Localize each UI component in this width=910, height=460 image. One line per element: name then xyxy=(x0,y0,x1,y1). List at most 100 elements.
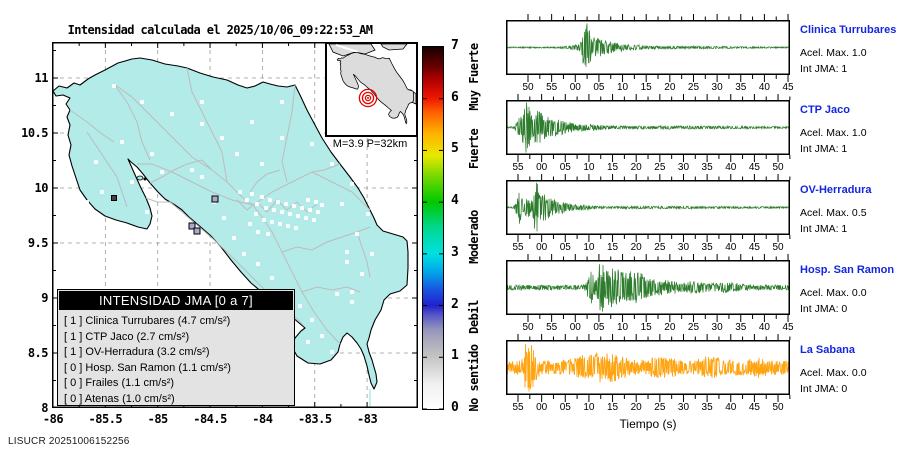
seismogram-time-tick: 20 xyxy=(630,162,642,173)
colorbar-ticks xyxy=(423,46,443,410)
seismogram-time-tick: 10 xyxy=(616,322,629,333)
gulf-island-dot xyxy=(143,177,147,181)
inset-nicaragua-east xyxy=(380,43,408,51)
seismogram-time-tick: 30 xyxy=(677,242,690,253)
seismogram-time-tick: 45 xyxy=(748,242,760,253)
seismogram-time-tick: 35 xyxy=(701,402,713,413)
seismogram-time-tick: 20 xyxy=(630,242,642,253)
seismogram-time-tick: 50 xyxy=(522,322,534,333)
seismogram-time-tick: 35 xyxy=(701,242,713,253)
seismogram-time-tick: 25 xyxy=(687,322,700,333)
map-x-tick-label: -83 xyxy=(357,412,378,426)
station-int-jma: Int JMA: 1 xyxy=(800,143,848,155)
seismogram-time-tick: 30 xyxy=(711,322,723,333)
map-y-tick-label: 11 xyxy=(34,71,49,85)
watermark: LISUCR 20251006152256 xyxy=(8,436,130,447)
station-name: La Sabana xyxy=(800,344,856,356)
seismogram-time-tick: 00 xyxy=(536,162,548,173)
inset-costa-rica xyxy=(336,52,414,125)
seismogram-time-tick: 55 xyxy=(512,402,524,413)
colorbar-number: 2 xyxy=(451,296,459,312)
road-network xyxy=(69,67,371,345)
station-acel-max: Acel. Max. 0.0 xyxy=(800,287,867,299)
map-x-tick-label: -84 xyxy=(252,412,273,426)
legend-item: [ 0 ] Atenas (1.0 cm/s²) xyxy=(64,392,175,405)
seismogram-time-tick: 50 xyxy=(522,82,534,93)
map-y-tick-label: 9.5 xyxy=(27,236,49,250)
station-int-jma: Int JMA: 0 xyxy=(800,383,848,395)
colorbar-class-label: Moderado xyxy=(467,210,481,265)
seismogram-time-tick: 50 xyxy=(772,402,784,413)
map-y-tick-label: 10 xyxy=(34,181,49,195)
seismogram-time-tick: 00 xyxy=(569,82,581,93)
seismogram-time-tick: 05 xyxy=(593,322,605,333)
seismogram-time-tick: 50 xyxy=(772,162,784,173)
intensity1-station-markers xyxy=(111,195,219,235)
legend-item: [ 1 ] CTP Jaco (2.7 cm/s²) xyxy=(64,330,190,343)
legend-item: [ 0 ] Frailes (1.1 cm/s²) xyxy=(64,377,175,389)
seismogram-time-tick: 40 xyxy=(758,82,770,93)
seismogram-time-tick: 15 xyxy=(606,162,619,173)
legend-item: [ 1 ] OV-Herradura (3.2 cm/s²) xyxy=(64,346,210,358)
time-axis-label: Tiempo (s) xyxy=(619,417,677,431)
colorbar-number: 4 xyxy=(451,193,459,209)
map-x-tick-label: -86 xyxy=(42,412,64,426)
colorbar-number: 7 xyxy=(451,38,459,53)
station-name: Clinica Turrubares xyxy=(800,24,897,36)
seismogram-time-tick: 45 xyxy=(748,402,760,413)
seismogram-time-tick: 45 xyxy=(782,322,794,333)
colorbar-class-label: Fuerte xyxy=(467,129,481,170)
page-title: Intensidad calculada el 2025/10/06_09:22… xyxy=(67,23,373,37)
seismogram-time-tick: 25 xyxy=(654,402,666,413)
colorbar-class-label: Debil xyxy=(467,300,481,334)
map-y-tick-label: 8 xyxy=(41,401,48,415)
seismogram-time-tick: 25 xyxy=(654,242,666,253)
colorbar-number: 5 xyxy=(451,141,459,157)
seismogram-time-tick: 40 xyxy=(758,322,770,333)
gulf-island xyxy=(136,175,144,181)
seismogram-time-tick: 40 xyxy=(725,162,737,173)
magnitude-depth-caption: M=3.9 P=32km xyxy=(332,138,408,150)
seismogram-time-tick: 35 xyxy=(735,82,747,93)
seismogram-plot xyxy=(506,14,790,82)
seismogram-time-tick: 00 xyxy=(536,402,548,413)
seismogram-time-tick: 20 xyxy=(664,322,676,333)
seismogram-time-tick: 15 xyxy=(606,242,619,253)
seismogram-time-tick: 55 xyxy=(546,322,558,333)
seismogram-time-tick: 30 xyxy=(711,82,723,93)
station-acel-max: Acel. Max. 1.0 xyxy=(800,47,867,59)
seismogram-time-tick: 40 xyxy=(725,402,737,413)
map-y-tick-label: 9 xyxy=(41,291,48,305)
station-acel-max: Acel. Max. 0.5 xyxy=(800,207,867,219)
map-y-tick-label: 8.5 xyxy=(27,346,49,360)
lake-nicaragua-gap xyxy=(335,43,359,54)
colorbar-number: 3 xyxy=(451,244,459,260)
map-x-tick-label: -84.5 xyxy=(193,412,227,426)
station-acel-max: Acel. Max. 0.0 xyxy=(800,367,867,379)
seismogram-time-tick: 25 xyxy=(687,82,700,93)
colorbar-number: 0 xyxy=(451,400,459,415)
seismogram-time-tick: 15 xyxy=(640,322,652,333)
legend-item: [ 1 ] Clinica Turrubares (4.7 cm/s²) xyxy=(64,315,231,327)
seismogram-time-tick: 15 xyxy=(640,82,652,93)
station-int-jma: Int JMA: 1 xyxy=(800,63,848,75)
station-markers xyxy=(85,84,374,354)
station-name: CTP Jaco xyxy=(800,104,850,116)
seismogram-time-tick: 00 xyxy=(536,242,548,253)
seismogram-plot xyxy=(506,334,791,402)
station-name: Hosp. San Ramon xyxy=(800,264,895,276)
seismogram-time-tick: 20 xyxy=(664,82,676,93)
seismogram-time-tick: 50 xyxy=(772,242,784,253)
colorbar-class-label: Muy Fuerte xyxy=(467,43,481,111)
seismogram-plot xyxy=(506,174,791,242)
seismogram-time-tick: 20 xyxy=(630,402,642,413)
seismogram-time-tick: 05 xyxy=(559,242,571,253)
intensity-colorbar xyxy=(422,46,444,410)
seismogram-time-tick: 10 xyxy=(616,82,629,93)
seismogram-time-tick: 05 xyxy=(559,402,571,413)
station-int-jma: Int JMA: 0 xyxy=(800,303,848,315)
seismogram-time-tick: 30 xyxy=(677,162,690,173)
seismogram-time-tick: 45 xyxy=(782,82,794,93)
map-frame xyxy=(52,42,418,408)
